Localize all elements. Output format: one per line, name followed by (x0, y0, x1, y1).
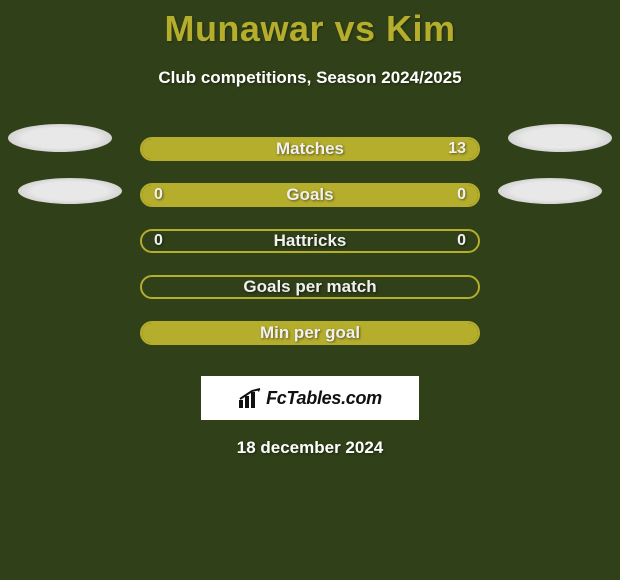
stat-value-right: 0 (457, 232, 466, 250)
bar-fill-left (142, 185, 310, 205)
brand-chart-icon (238, 388, 262, 408)
stat-label: Goals per match (243, 277, 376, 297)
stat-value-left: 0 (154, 186, 163, 204)
stat-row: Goals per match (0, 264, 620, 310)
stats-block: Matches 13 Goals 0 0 Hattricks 0 0 Goals per mat… (0, 126, 620, 356)
stat-label: Min per goal (260, 323, 360, 343)
stat-row: Matches 13 (0, 126, 620, 172)
stat-row: Hattricks 0 0 (0, 218, 620, 264)
stat-bar: Goals 0 0 (140, 183, 480, 207)
content-root: Munawar vs Kim Club competitions, Season… (0, 0, 620, 580)
stat-value-left: 0 (154, 232, 163, 250)
stat-bar: Min per goal (140, 321, 480, 345)
stat-value-right: 0 (457, 186, 466, 204)
stat-row: Goals 0 0 (0, 172, 620, 218)
stat-row: Min per goal (0, 310, 620, 356)
page-title: Munawar vs Kim (0, 0, 620, 50)
stat-bar: Matches 13 (140, 137, 480, 161)
stat-bar: Goals per match (140, 275, 480, 299)
stat-value-right: 13 (448, 140, 466, 158)
brand-text: FcTables.com (266, 388, 382, 409)
stat-bar: Hattricks 0 0 (140, 229, 480, 253)
stat-label: Goals (286, 185, 333, 205)
page-subtitle: Club competitions, Season 2024/2025 (0, 68, 620, 88)
stat-label: Hattricks (274, 231, 347, 251)
stat-label: Matches (276, 139, 344, 159)
bar-fill-right (310, 185, 478, 205)
date-line: 18 december 2024 (0, 438, 620, 458)
brand-box[interactable]: FcTables.com (201, 376, 419, 420)
